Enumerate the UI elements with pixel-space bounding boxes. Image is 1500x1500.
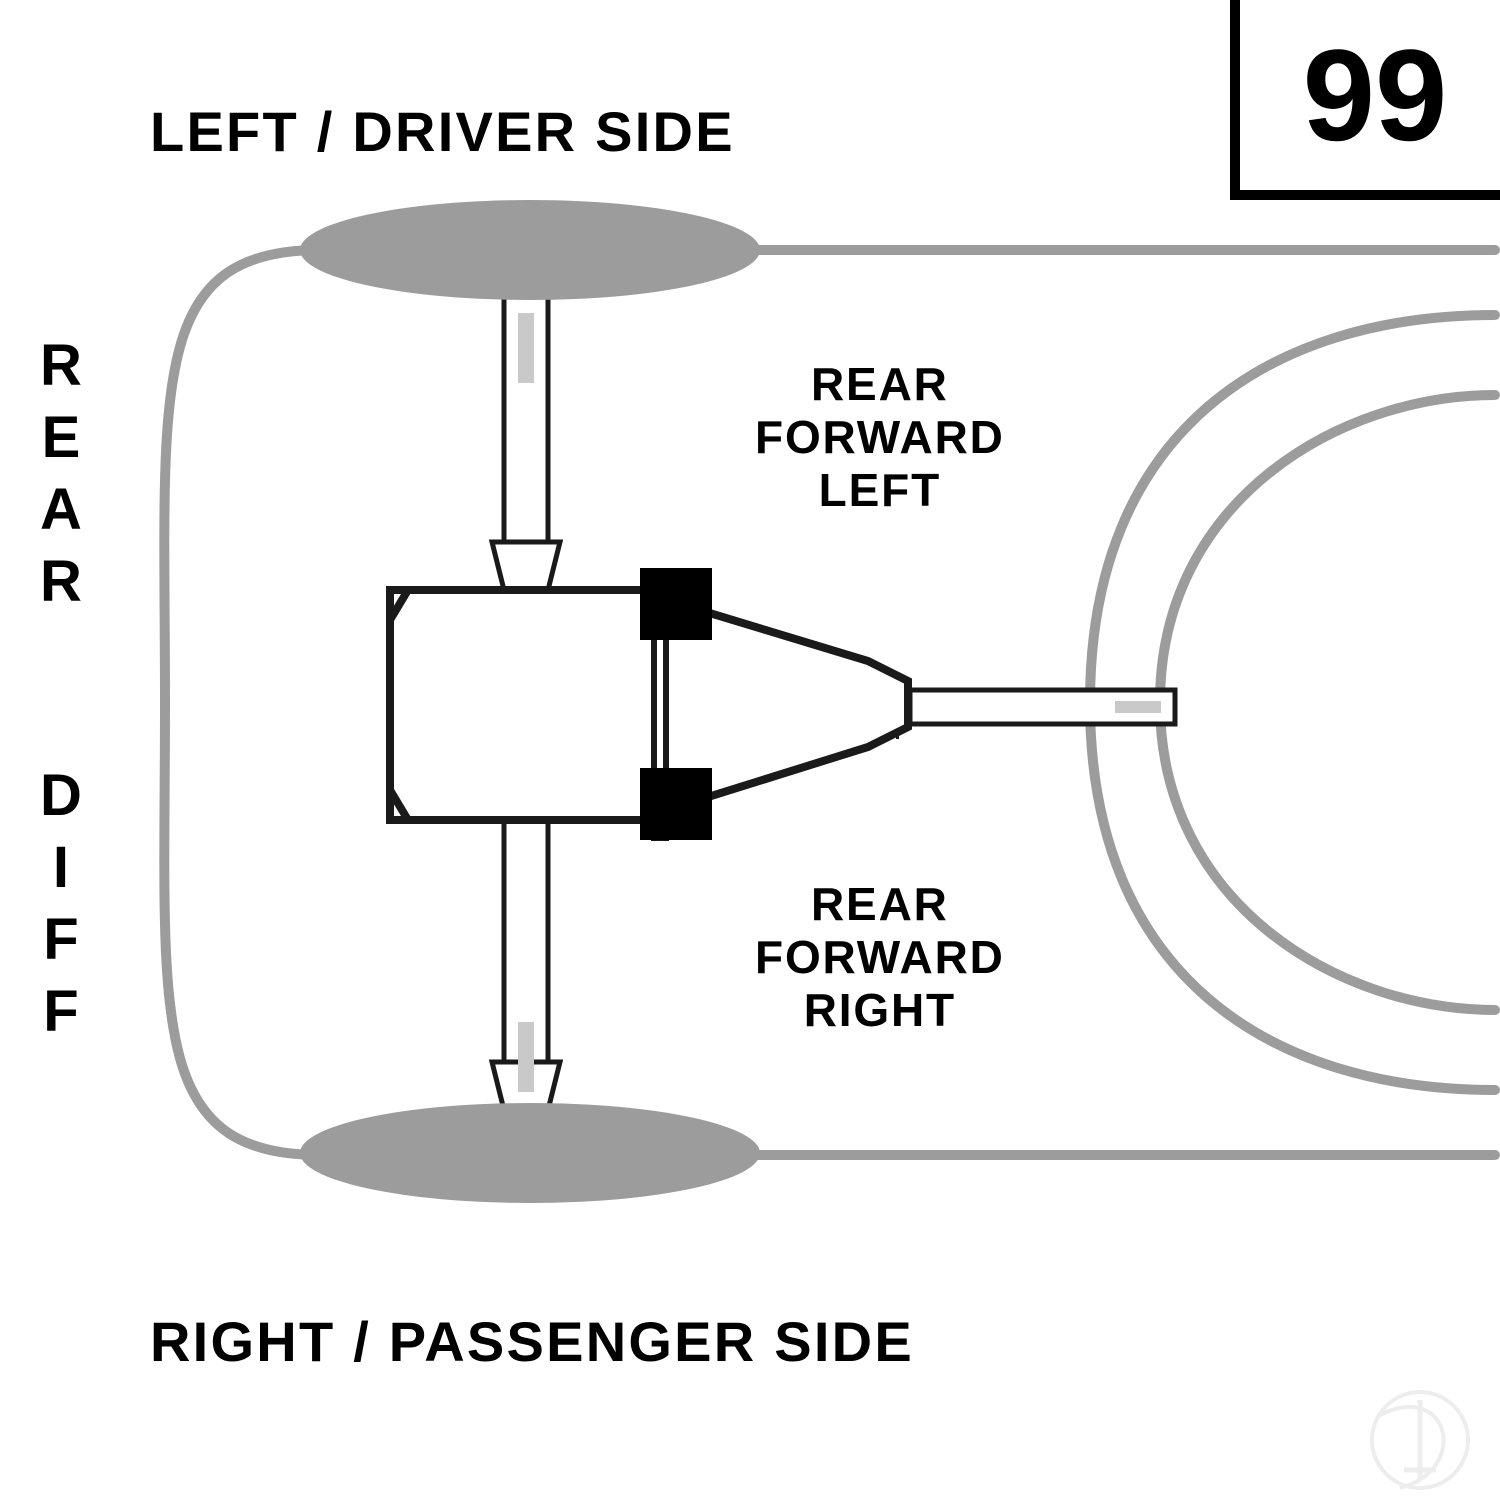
label-rear-vertical: REAR [40, 330, 82, 618]
label-right-passenger-side: RIGHT / PASSENGER SIDE [150, 1310, 914, 1374]
yoke-rear-forward-right [640, 768, 712, 840]
label-diff-vertical: DIFF [40, 760, 82, 1048]
wheel-left [300, 200, 760, 300]
diagram-svg [0, 0, 1500, 1500]
label-rear-forward-right: REAR FORWARD RIGHT [755, 878, 1005, 1037]
diff-housing-body [390, 590, 660, 820]
label-rear-forward-left: REAR FORWARD LEFT [755, 358, 1005, 517]
hood-inner [1160, 395, 1495, 1010]
figure-number-box: 99 [1230, 0, 1500, 200]
wheel-right [300, 1103, 760, 1203]
yoke-rear-forward-left [640, 568, 712, 640]
label-left-driver-side: LEFT / DRIVER SIDE [150, 100, 735, 164]
figure-number: 99 [1303, 22, 1448, 168]
